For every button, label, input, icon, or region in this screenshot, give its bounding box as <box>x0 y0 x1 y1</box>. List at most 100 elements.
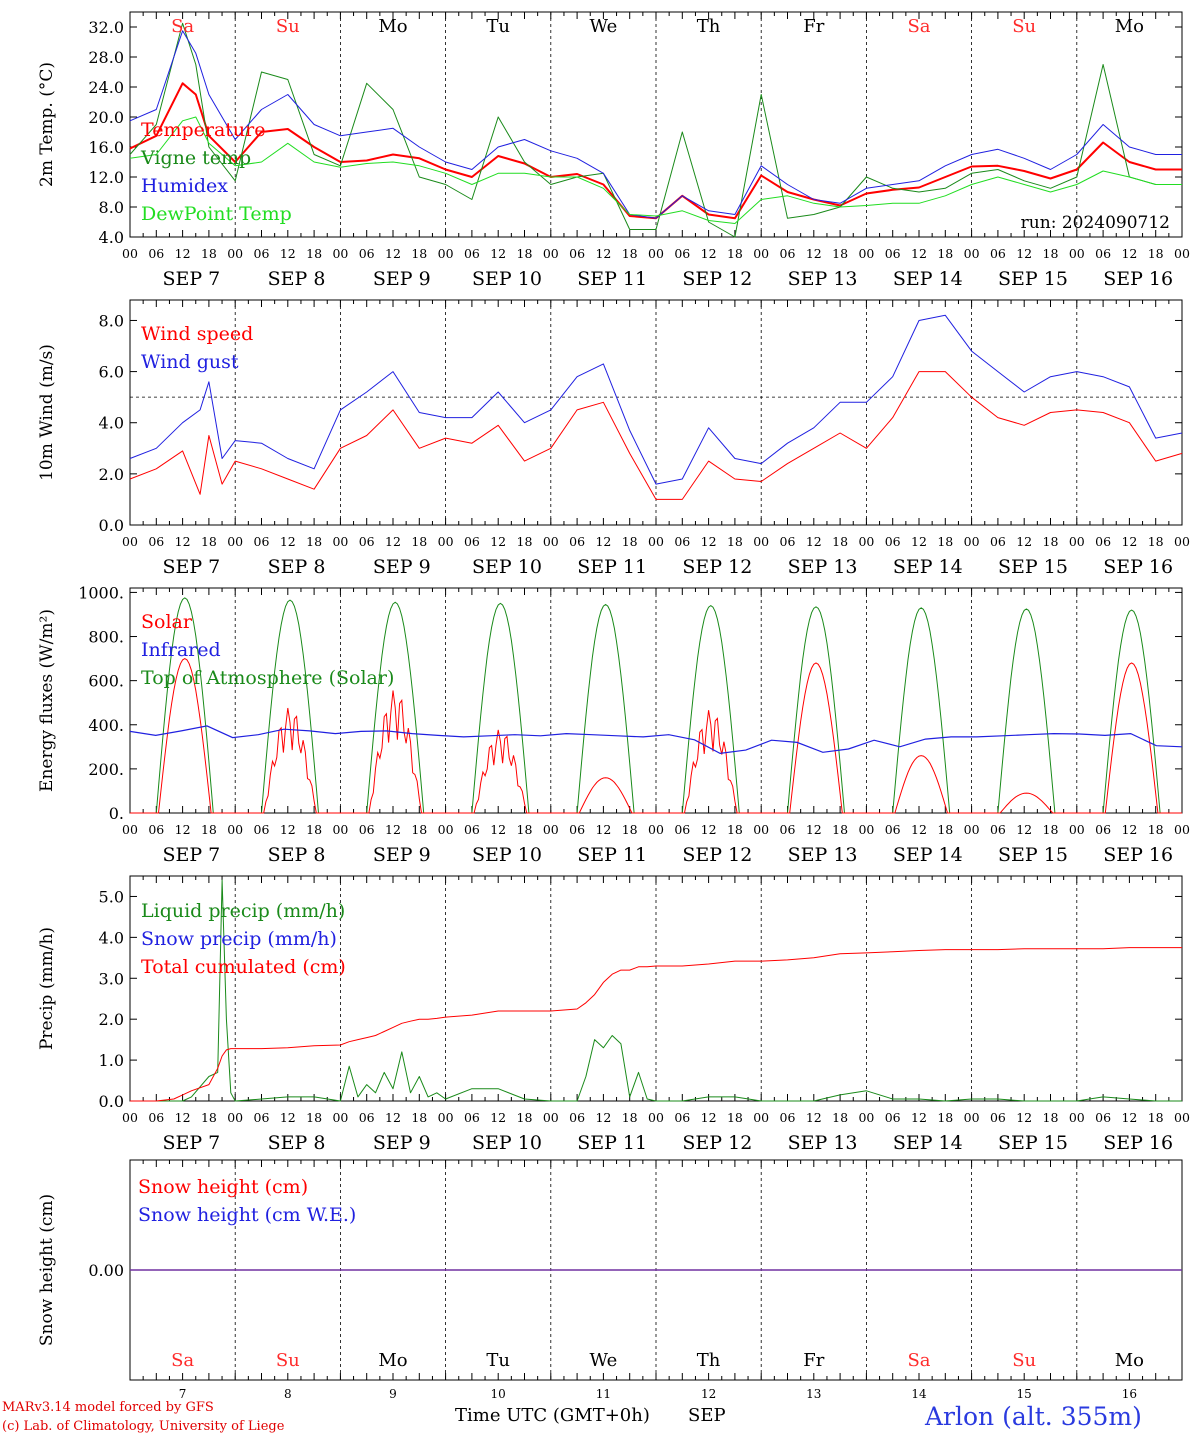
x-hour-label: 12 <box>1121 534 1137 549</box>
y-tick-label: 0.0 <box>99 1092 124 1111</box>
x-date-label: SEP 15 <box>998 268 1068 290</box>
x-hour-label: 18 <box>1148 822 1164 837</box>
plot-frame-energy <box>129 587 1183 814</box>
x-date-label: SEP 11 <box>577 268 647 290</box>
x-hour-label: 00 <box>753 822 769 837</box>
x-hour-label: 00 <box>1069 246 1085 261</box>
x-hour-label: 18 <box>937 246 953 261</box>
x-hour-label: 06 <box>1095 822 1111 837</box>
x-hour-label: 06 <box>990 246 1006 261</box>
day-number-label: 16 <box>1122 1387 1137 1401</box>
xaxis-title: Time UTC (GMT+0h) <box>455 1405 650 1426</box>
legend-entry: Top of Atmosphere (Solar) <box>141 667 394 689</box>
x-hour-label: 06 <box>1095 534 1111 549</box>
x-hour-label: 06 <box>359 534 375 549</box>
x-hour-label: 00 <box>438 1110 454 1125</box>
x-date-label: SEP 15 <box>998 1132 1068 1154</box>
x-hour-label: 18 <box>306 534 322 549</box>
weekday-label-top: We <box>590 16 618 37</box>
x-date-label: SEP 14 <box>893 844 963 866</box>
x-date-label: SEP 14 <box>893 556 963 578</box>
series-line-wind-gust <box>129 314 1183 485</box>
y-tick-label: 12.0 <box>88 168 124 187</box>
day-number-label: 11 <box>596 1387 611 1401</box>
weekday-label-top: Th <box>697 16 721 37</box>
x-hour-label: 12 <box>701 822 717 837</box>
x-hour-label: 18 <box>1043 534 1059 549</box>
weekday-label-bottom: We <box>590 1350 618 1371</box>
legend-entry: Snow height (cm W.E.) <box>138 1204 356 1226</box>
y-axis-label: Snow height (cm) <box>37 1194 57 1346</box>
x-date-label: SEP 16 <box>1103 844 1173 866</box>
weekday-label-top: Sa <box>171 16 194 37</box>
x-hour-label: 06 <box>885 1110 901 1125</box>
weekday-label-bottom: Tu <box>486 1350 510 1371</box>
x-hour-label: 12 <box>490 822 506 837</box>
x-hour-label: 06 <box>1095 246 1111 261</box>
x-hour-label: 06 <box>780 822 796 837</box>
x-hour-label: 06 <box>674 246 690 261</box>
x-date-label: SEP 16 <box>1103 1132 1173 1154</box>
weekday-label-top: Su <box>1012 16 1036 37</box>
x-hour-label: 00 <box>332 246 348 261</box>
x-hour-label: 12 <box>701 1110 717 1125</box>
x-hour-label: 00 <box>332 822 348 837</box>
day-number-label: 9 <box>389 1387 397 1401</box>
x-hour-label: 18 <box>201 1110 217 1125</box>
x-hour-label: 00 <box>438 534 454 549</box>
x-hour-label: 18 <box>832 246 848 261</box>
x-hour-label: 00 <box>227 246 243 261</box>
y-tick-label: 1000. <box>78 583 124 602</box>
y-axis-label: 10m Wind (m/s) <box>37 344 57 481</box>
xaxis-month: SEP <box>688 1405 726 1426</box>
weekday-label-bottom: Sa <box>907 1350 930 1371</box>
y-tick-label: 24.0 <box>88 78 124 97</box>
x-hour-label: 12 <box>385 822 401 837</box>
legend-entry: Infrared <box>141 639 221 661</box>
x-date-label: SEP 10 <box>472 556 542 578</box>
x-date-label: SEP 7 <box>162 844 220 866</box>
legend-entry: Solar <box>141 611 193 633</box>
x-hour-label: 06 <box>569 246 585 261</box>
x-hour-label: 12 <box>490 534 506 549</box>
y-tick-label: 32.0 <box>88 18 124 37</box>
x-hour-label: 12 <box>385 246 401 261</box>
x-date-label: SEP 13 <box>788 556 858 578</box>
x-hour-label: 06 <box>464 1110 480 1125</box>
x-hour-label: 00 <box>858 1110 874 1125</box>
x-hour-label: 12 <box>911 1110 927 1125</box>
x-hour-label: 06 <box>148 822 164 837</box>
x-date-label: SEP 16 <box>1103 556 1173 578</box>
x-hour-label: 12 <box>911 822 927 837</box>
series-line-vigne-temp <box>129 22 1182 238</box>
legend-entry: Liquid precip (mm/h) <box>141 900 345 922</box>
x-hour-label: 06 <box>990 822 1006 837</box>
x-hour-label: 12 <box>595 246 611 261</box>
x-hour-label: 06 <box>464 822 480 837</box>
x-hour-label: 18 <box>727 246 743 261</box>
x-hour-label: 12 <box>911 246 927 261</box>
x-hour-label: 18 <box>201 822 217 837</box>
x-hour-label: 18 <box>832 822 848 837</box>
x-hour-label: 00 <box>543 534 559 549</box>
x-date-label: SEP 11 <box>577 556 647 578</box>
x-hour-label: 06 <box>254 534 270 549</box>
y-tick-label: 2.0 <box>99 465 124 484</box>
x-date-label: SEP 9 <box>373 844 431 866</box>
y-axis-label: 2m Temp. (°C) <box>37 62 57 187</box>
x-hour-label: 00 <box>543 822 559 837</box>
x-hour-label: 12 <box>490 246 506 261</box>
x-hour-label: 00 <box>227 534 243 549</box>
x-hour-label: 18 <box>937 1110 953 1125</box>
x-date-label: SEP 8 <box>268 1132 326 1154</box>
x-hour-label: 00 <box>122 1110 138 1125</box>
x-hour-label: 06 <box>254 246 270 261</box>
x-hour-label: 00 <box>1174 246 1190 261</box>
x-hour-label: 12 <box>1016 1110 1032 1125</box>
x-hour-label: 00 <box>1069 534 1085 549</box>
y-tick-label: 6.0 <box>99 363 124 382</box>
x-hour-label: 18 <box>622 246 638 261</box>
x-hour-label: 00 <box>1069 822 1085 837</box>
x-date-label: SEP 12 <box>682 844 752 866</box>
x-hour-label: 18 <box>306 246 322 261</box>
